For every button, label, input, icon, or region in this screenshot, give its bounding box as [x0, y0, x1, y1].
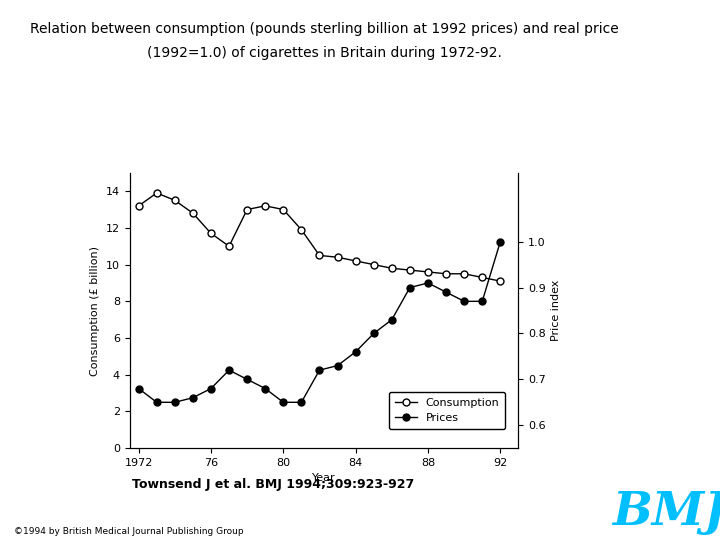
Consumption	[405, 267, 414, 273]
Prices	[207, 385, 215, 392]
Prices	[442, 289, 451, 295]
Prices	[369, 330, 378, 336]
Consumption	[442, 271, 451, 277]
Text: ©1994 by British Medical Journal Publishing Group: ©1994 by British Medical Journal Publish…	[14, 526, 244, 536]
Prices	[135, 385, 143, 392]
Legend: Consumption, Prices: Consumption, Prices	[389, 392, 505, 429]
Prices	[153, 399, 161, 406]
Prices	[387, 316, 396, 323]
Line: Prices: Prices	[135, 238, 504, 406]
Consumption	[189, 210, 197, 217]
Consumption	[460, 271, 469, 277]
Line: Consumption: Consumption	[135, 190, 504, 285]
Prices	[351, 348, 360, 355]
Consumption	[315, 252, 324, 259]
Consumption	[297, 226, 306, 233]
Prices	[405, 284, 414, 291]
Prices	[225, 367, 233, 373]
Text: BMJ: BMJ	[612, 489, 720, 535]
Consumption	[423, 269, 432, 275]
Consumption	[351, 258, 360, 264]
Text: Relation between consumption (pounds sterling billion at 1992 prices) and real p: Relation between consumption (pounds ste…	[30, 22, 618, 36]
Prices	[243, 376, 251, 382]
Prices	[261, 385, 269, 392]
Prices	[496, 238, 505, 245]
Prices	[171, 399, 179, 406]
Text: (1992=1.0) of cigarettes in Britain during 1972-92.: (1992=1.0) of cigarettes in Britain duri…	[147, 46, 501, 60]
Prices	[478, 298, 487, 305]
Consumption	[333, 254, 342, 260]
Prices	[315, 367, 324, 373]
Consumption	[207, 230, 215, 237]
Prices	[279, 399, 287, 406]
Consumption	[225, 243, 233, 249]
X-axis label: Year: Year	[312, 474, 336, 483]
Consumption	[387, 265, 396, 272]
Consumption	[496, 278, 505, 285]
Y-axis label: Consumption (£ billion): Consumption (£ billion)	[90, 246, 100, 375]
Text: Townsend J et al. BMJ 1994;309:923-927: Townsend J et al. BMJ 1994;309:923-927	[132, 478, 415, 491]
Prices	[297, 399, 306, 406]
Consumption	[279, 206, 287, 213]
Prices	[333, 362, 342, 369]
Prices	[423, 280, 432, 286]
Consumption	[478, 274, 487, 281]
Consumption	[153, 190, 161, 196]
Consumption	[135, 202, 143, 209]
Consumption	[243, 206, 251, 213]
Prices	[460, 298, 469, 305]
Consumption	[261, 202, 269, 209]
Y-axis label: Price index: Price index	[552, 280, 562, 341]
Prices	[189, 394, 197, 401]
Consumption	[171, 197, 179, 204]
Consumption	[369, 261, 378, 268]
